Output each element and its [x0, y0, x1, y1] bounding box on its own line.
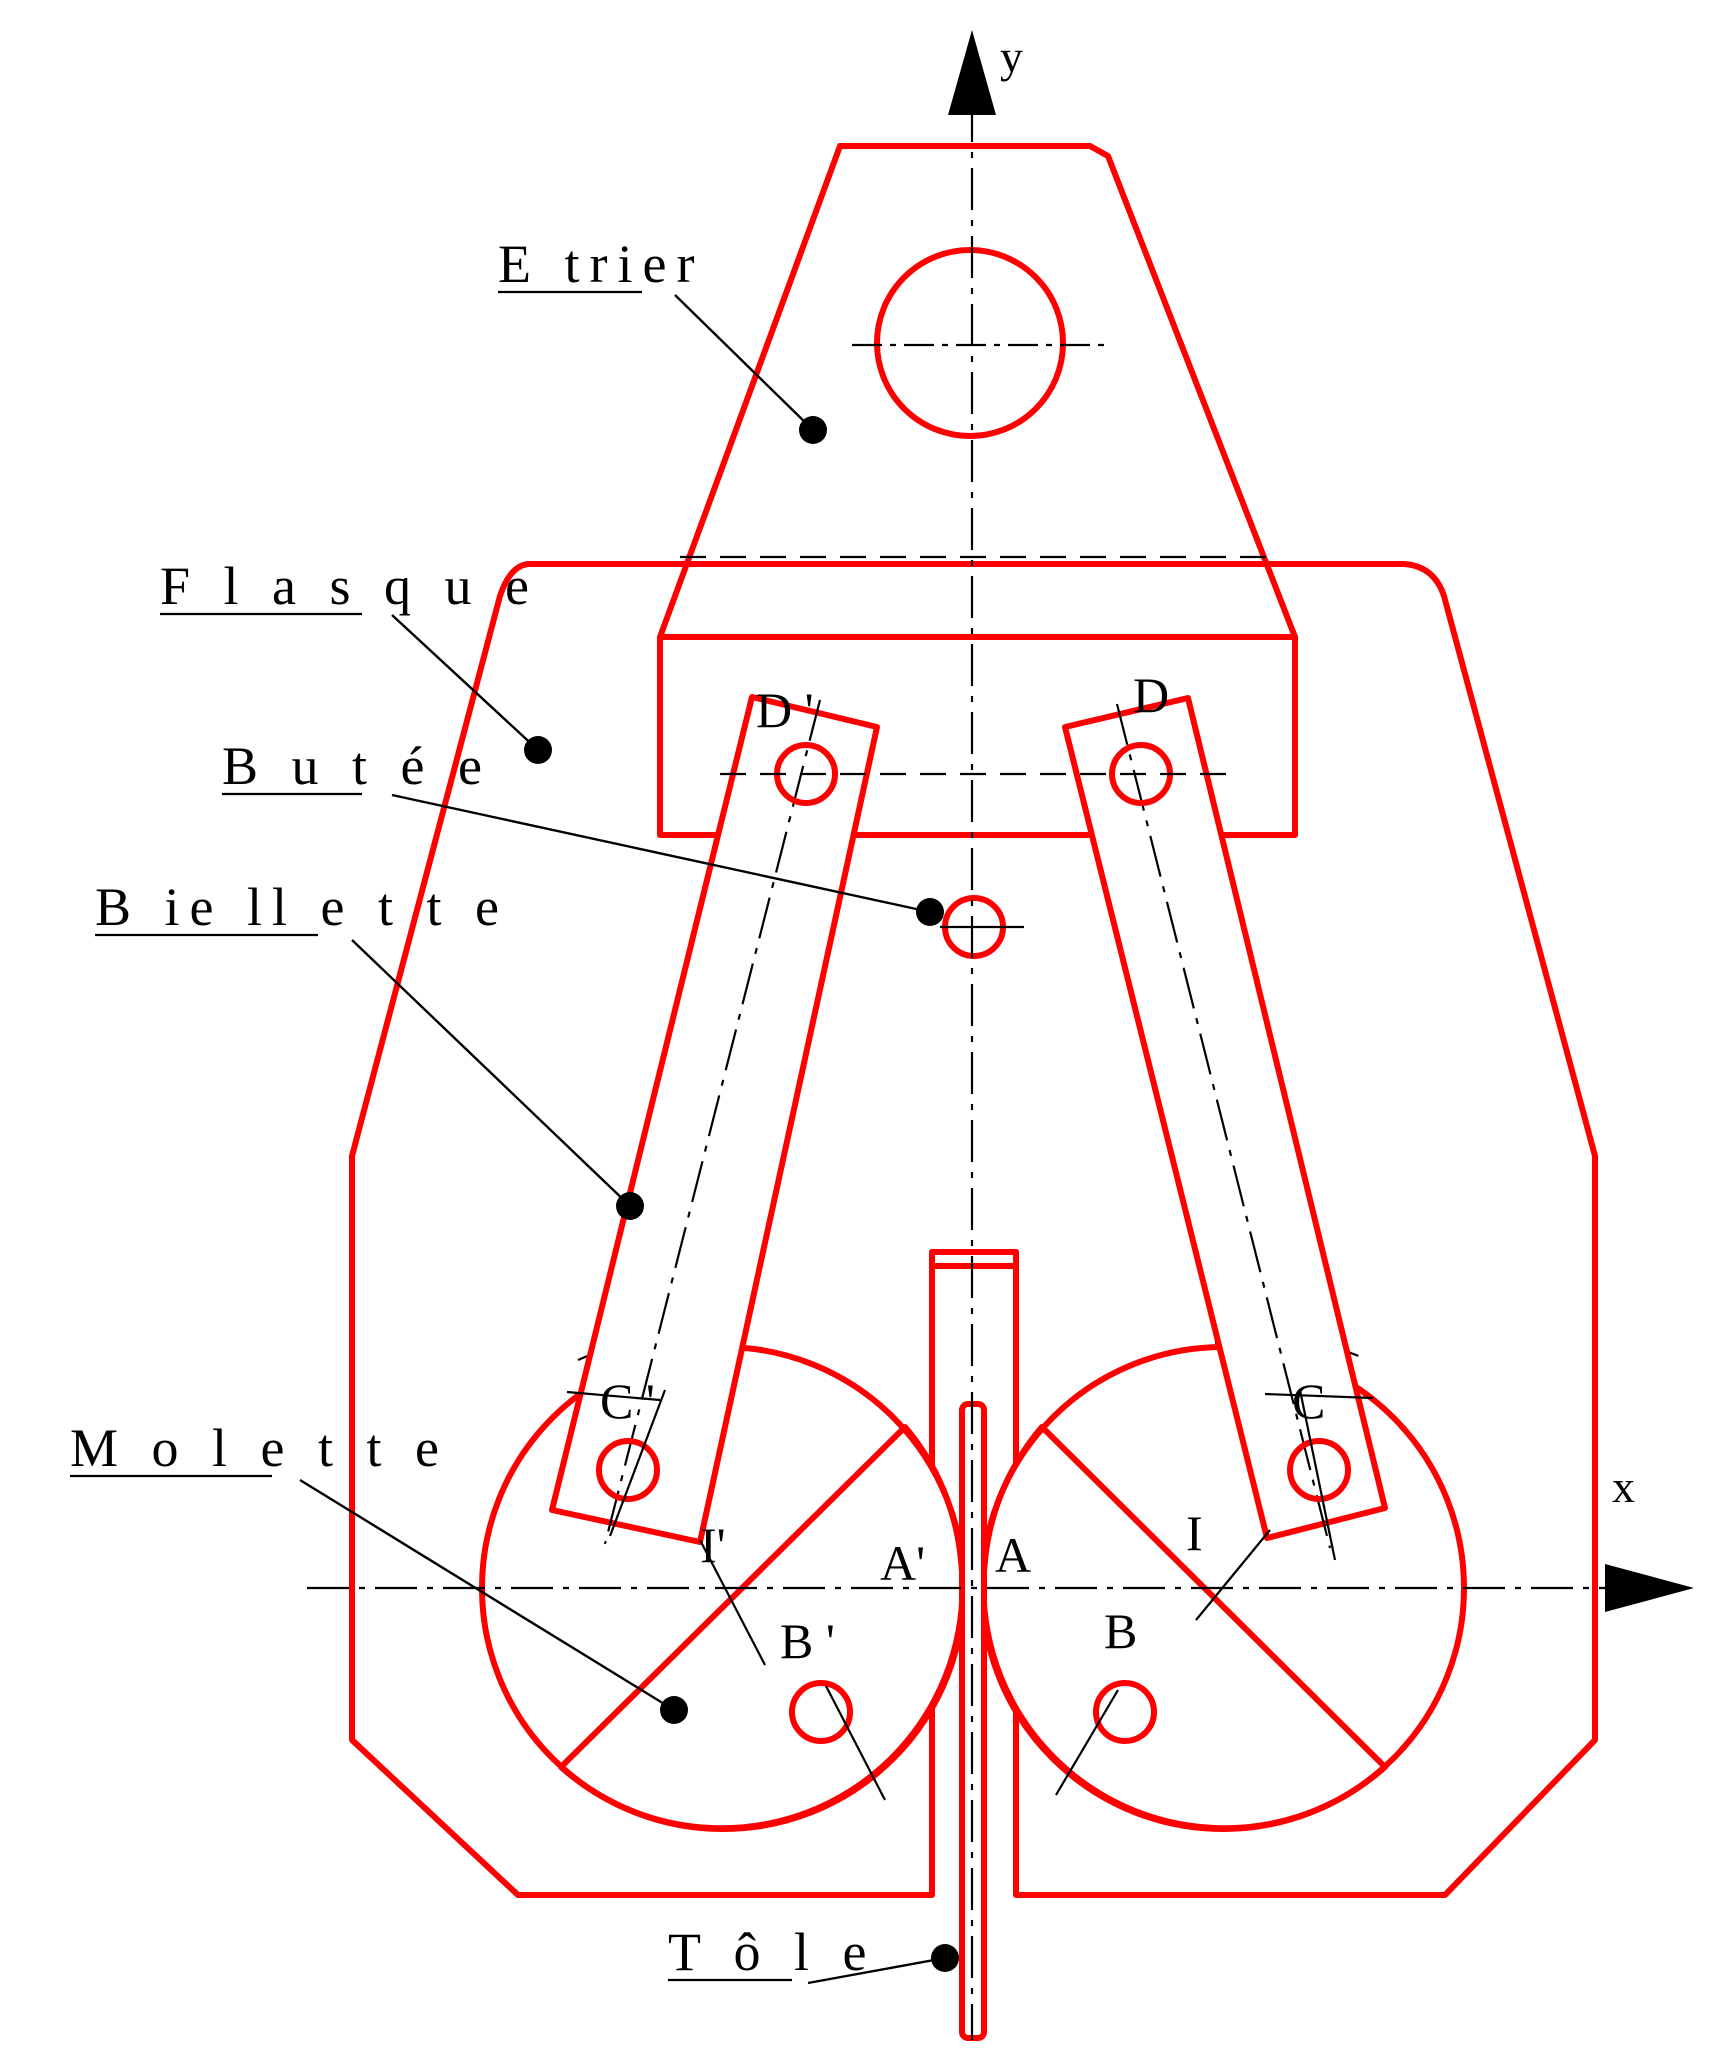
molette-left-hatched-sector	[558, 1424, 966, 1832]
label-tole: T ô l e	[668, 1922, 876, 1982]
central-guide	[929, 1249, 1019, 1269]
label-etrier: E trier	[498, 234, 704, 294]
x-axis-arrow	[1605, 1564, 1694, 1612]
y-axis-arrow	[948, 30, 996, 115]
pin-b	[1093, 1680, 1157, 1744]
butee-dot	[916, 898, 944, 926]
axis-label-y: y	[1000, 31, 1023, 82]
pin-b-prime	[789, 1680, 853, 1744]
pin-c	[1287, 1438, 1351, 1502]
point-d: D	[1133, 667, 1169, 723]
axis-label-x: x	[1612, 1461, 1635, 1512]
etrier	[657, 143, 1298, 640]
label-flasque: F l a s q u e	[160, 556, 539, 616]
point-c: C	[1292, 1373, 1325, 1429]
point-i-prime: I'	[700, 1517, 726, 1573]
label-molette: M o l e t t e	[70, 1418, 449, 1478]
tole-dot	[931, 1944, 959, 1972]
point-b-prime: B '	[780, 1613, 835, 1669]
biellette-right	[1062, 695, 1388, 1541]
molette-dot	[660, 1696, 688, 1724]
point-d-prime: D '	[756, 682, 814, 738]
pin-c-prime	[596, 1438, 660, 1502]
biellette-dot	[616, 1192, 644, 1220]
etrier-dot	[799, 416, 827, 444]
label-butee: B u t é e	[222, 736, 492, 796]
flasque-dot	[524, 736, 552, 764]
label-biellette: B ie ll e t t e	[95, 877, 509, 937]
point-b: B	[1104, 1603, 1137, 1659]
point-a-prime: A'	[880, 1535, 925, 1591]
point-a: A	[995, 1527, 1031, 1583]
etrier-hole	[874, 247, 1066, 439]
molette-right-hatched-sector	[980, 1424, 1388, 1832]
point-c-prime: C '	[600, 1373, 655, 1429]
point-i: I	[1186, 1505, 1203, 1561]
